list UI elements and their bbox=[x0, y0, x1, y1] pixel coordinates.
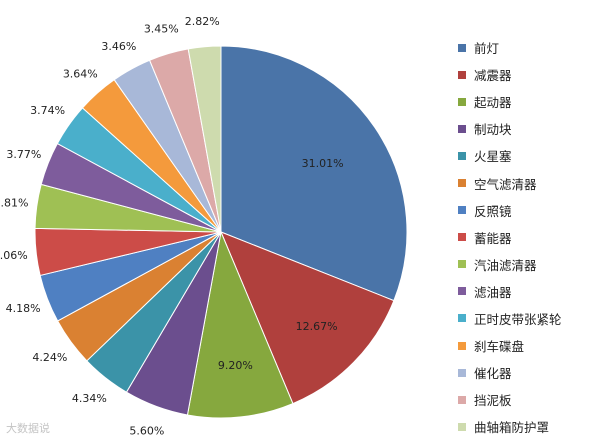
pie-slice-1 bbox=[220, 45, 408, 302]
legend-swatch bbox=[458, 260, 466, 269]
data-label-12: 3.64% bbox=[63, 67, 98, 80]
legend-item-3: 起动器 bbox=[458, 88, 586, 115]
legend-swatch bbox=[458, 43, 466, 52]
pie-slice-2 bbox=[220, 231, 395, 405]
data-label-3: 9.20% bbox=[218, 359, 253, 372]
data-label-14: 3.45% bbox=[144, 23, 179, 36]
data-label-13: 3.46% bbox=[101, 40, 136, 53]
legend-label: 起动器 bbox=[474, 95, 512, 111]
legend-label: 催化器 bbox=[474, 366, 512, 382]
legend-swatch bbox=[458, 341, 466, 350]
legend-item-1: 前灯 bbox=[458, 34, 586, 61]
data-label-6: 4.24% bbox=[32, 351, 67, 364]
data-label-9: 3.81% bbox=[0, 197, 28, 210]
legend-label: 正时皮带张紧轮 bbox=[474, 311, 562, 327]
legend-swatch bbox=[458, 97, 466, 106]
legend-item-6: 空气滤清器 bbox=[458, 169, 586, 196]
legend-label: 蓄能器 bbox=[474, 230, 512, 246]
legend-item-9: 汽油滤清器 bbox=[458, 251, 586, 278]
chart-legend: 前灯减震器起动器制动块火星塞空气滤清器反照镜蓄能器汽油滤清器滤油器正时皮带张紧轮… bbox=[458, 34, 586, 440]
legend-label: 曲轴箱防护罩 bbox=[474, 420, 550, 436]
legend-item-11: 正时皮带张紧轮 bbox=[458, 305, 586, 332]
legend-swatch bbox=[458, 395, 466, 404]
data-label-1: 31.01% bbox=[302, 157, 344, 170]
legend-swatch bbox=[458, 422, 466, 431]
legend-swatch bbox=[458, 124, 466, 133]
legend-swatch bbox=[458, 233, 466, 242]
legend-swatch bbox=[458, 368, 466, 377]
pie-slice-15 bbox=[187, 45, 222, 233]
legend-swatch bbox=[458, 70, 466, 79]
data-label-2: 12.67% bbox=[296, 320, 338, 333]
data-label-8: 4.06% bbox=[0, 249, 28, 262]
legend-label: 空气滤清器 bbox=[474, 176, 537, 192]
data-label-11: 3.74% bbox=[30, 104, 65, 117]
data-label-15: 2.82% bbox=[185, 15, 220, 28]
legend-label: 反照镜 bbox=[474, 203, 512, 219]
legend-label: 滤油器 bbox=[474, 284, 512, 300]
data-label-7: 4.18% bbox=[6, 302, 41, 315]
legend-swatch bbox=[458, 314, 466, 323]
legend-label: 汽油滤清器 bbox=[474, 257, 537, 273]
legend-label: 火星塞 bbox=[474, 149, 512, 165]
legend-item-2: 减震器 bbox=[458, 61, 586, 88]
watermark-text: 大数据说 bbox=[6, 422, 50, 435]
data-label-4: 5.60% bbox=[129, 425, 164, 438]
legend-item-10: 滤油器 bbox=[458, 278, 586, 305]
legend-label: 制动块 bbox=[474, 122, 512, 138]
pie-slice-3 bbox=[186, 230, 294, 419]
legend-item-14: 挡泥板 bbox=[458, 386, 586, 413]
legend-swatch bbox=[458, 287, 466, 296]
legend-item-15: 曲轴箱防护罩 bbox=[458, 413, 586, 440]
legend-item-8: 蓄能器 bbox=[458, 224, 586, 251]
legend-item-12: 刹车碟盘 bbox=[458, 332, 586, 359]
legend-label: 前灯 bbox=[474, 41, 500, 57]
legend-swatch bbox=[458, 179, 466, 188]
legend-swatch bbox=[458, 151, 466, 160]
pie-chart: 31.01% 12.67% 9.20% 5.60% 4.34% 4.24% 4.18% 4.0… bbox=[0, 15, 408, 438]
legend-item-13: 催化器 bbox=[458, 359, 586, 386]
legend-label: 减震器 bbox=[474, 68, 512, 84]
data-label-5: 4.34% bbox=[72, 392, 107, 405]
legend-label: 挡泥板 bbox=[474, 393, 512, 409]
legend-item-5: 火星塞 bbox=[458, 142, 586, 169]
legend-label: 刹车碟盘 bbox=[474, 339, 525, 355]
legend-item-4: 制动块 bbox=[458, 115, 586, 142]
watermark: 大数据说 bbox=[6, 420, 50, 436]
data-label-10: 3.77% bbox=[6, 148, 41, 161]
legend-swatch bbox=[458, 206, 466, 215]
legend-item-7: 反照镜 bbox=[458, 197, 586, 224]
